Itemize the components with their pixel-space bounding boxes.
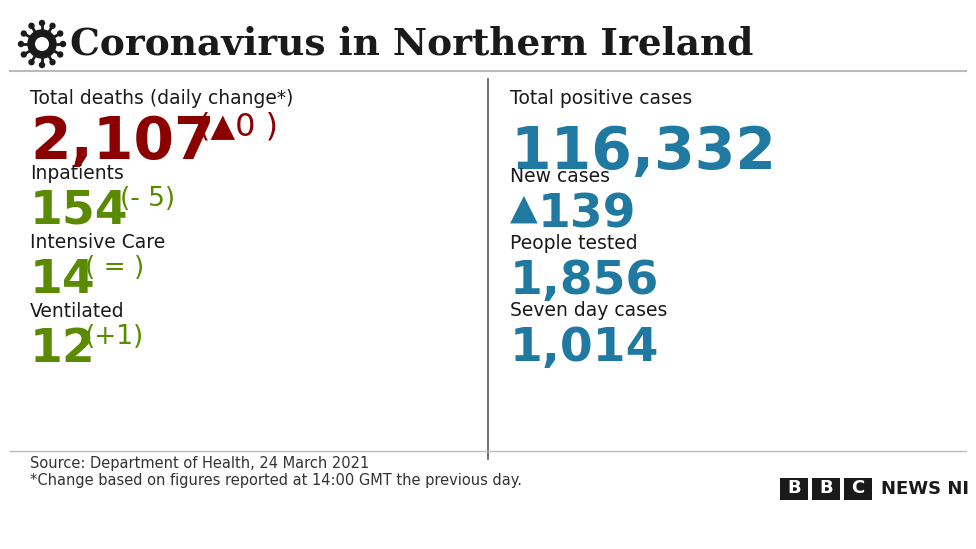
Text: Inpatients: Inpatients <box>30 164 124 183</box>
Text: C: C <box>851 479 865 497</box>
Text: B: B <box>788 479 801 497</box>
Text: B: B <box>819 479 833 497</box>
Text: ▲: ▲ <box>510 192 538 226</box>
Text: Source: Department of Health, 24 March 2021: Source: Department of Health, 24 March 2… <box>30 456 369 471</box>
Circle shape <box>39 20 45 25</box>
Text: *Change based on figures reported at 14:00 GMT the previous day.: *Change based on figures reported at 14:… <box>30 473 522 488</box>
Text: Intensive Care: Intensive Care <box>30 233 165 252</box>
Text: 154: 154 <box>30 189 129 234</box>
Text: 12: 12 <box>30 327 96 372</box>
Text: Ventilated: Ventilated <box>30 302 125 321</box>
Text: 116,332: 116,332 <box>510 124 776 181</box>
Text: Total positive cases: Total positive cases <box>510 89 692 108</box>
Text: New cases: New cases <box>510 167 610 186</box>
Circle shape <box>19 42 23 47</box>
Text: 139: 139 <box>538 192 636 237</box>
Text: 1,856: 1,856 <box>510 259 660 304</box>
Circle shape <box>58 31 62 36</box>
Text: Total deaths (daily change*): Total deaths (daily change*) <box>30 89 294 108</box>
Text: (- 5): (- 5) <box>120 186 175 212</box>
Circle shape <box>36 38 48 51</box>
Circle shape <box>50 60 55 65</box>
Circle shape <box>28 30 56 58</box>
Circle shape <box>61 42 65 47</box>
Text: 1,014: 1,014 <box>510 326 660 371</box>
Circle shape <box>29 23 34 29</box>
Circle shape <box>39 63 45 68</box>
Text: People tested: People tested <box>510 234 637 253</box>
Text: (▲0 ): (▲0 ) <box>198 112 278 143</box>
Circle shape <box>21 31 26 36</box>
FancyBboxPatch shape <box>812 478 840 500</box>
Text: ( = ): ( = ) <box>85 255 144 281</box>
Circle shape <box>21 52 26 57</box>
Circle shape <box>29 60 34 65</box>
Text: Coronavirus in Northern Ireland: Coronavirus in Northern Ireland <box>70 25 753 63</box>
Text: NEWS NI: NEWS NI <box>881 480 969 498</box>
FancyBboxPatch shape <box>844 478 872 500</box>
Circle shape <box>58 52 62 57</box>
FancyBboxPatch shape <box>780 478 808 500</box>
Text: Seven day cases: Seven day cases <box>510 301 668 320</box>
Text: 14: 14 <box>30 258 96 303</box>
Text: (+1): (+1) <box>85 324 144 350</box>
Circle shape <box>50 23 55 29</box>
Text: 2,107: 2,107 <box>30 114 215 171</box>
